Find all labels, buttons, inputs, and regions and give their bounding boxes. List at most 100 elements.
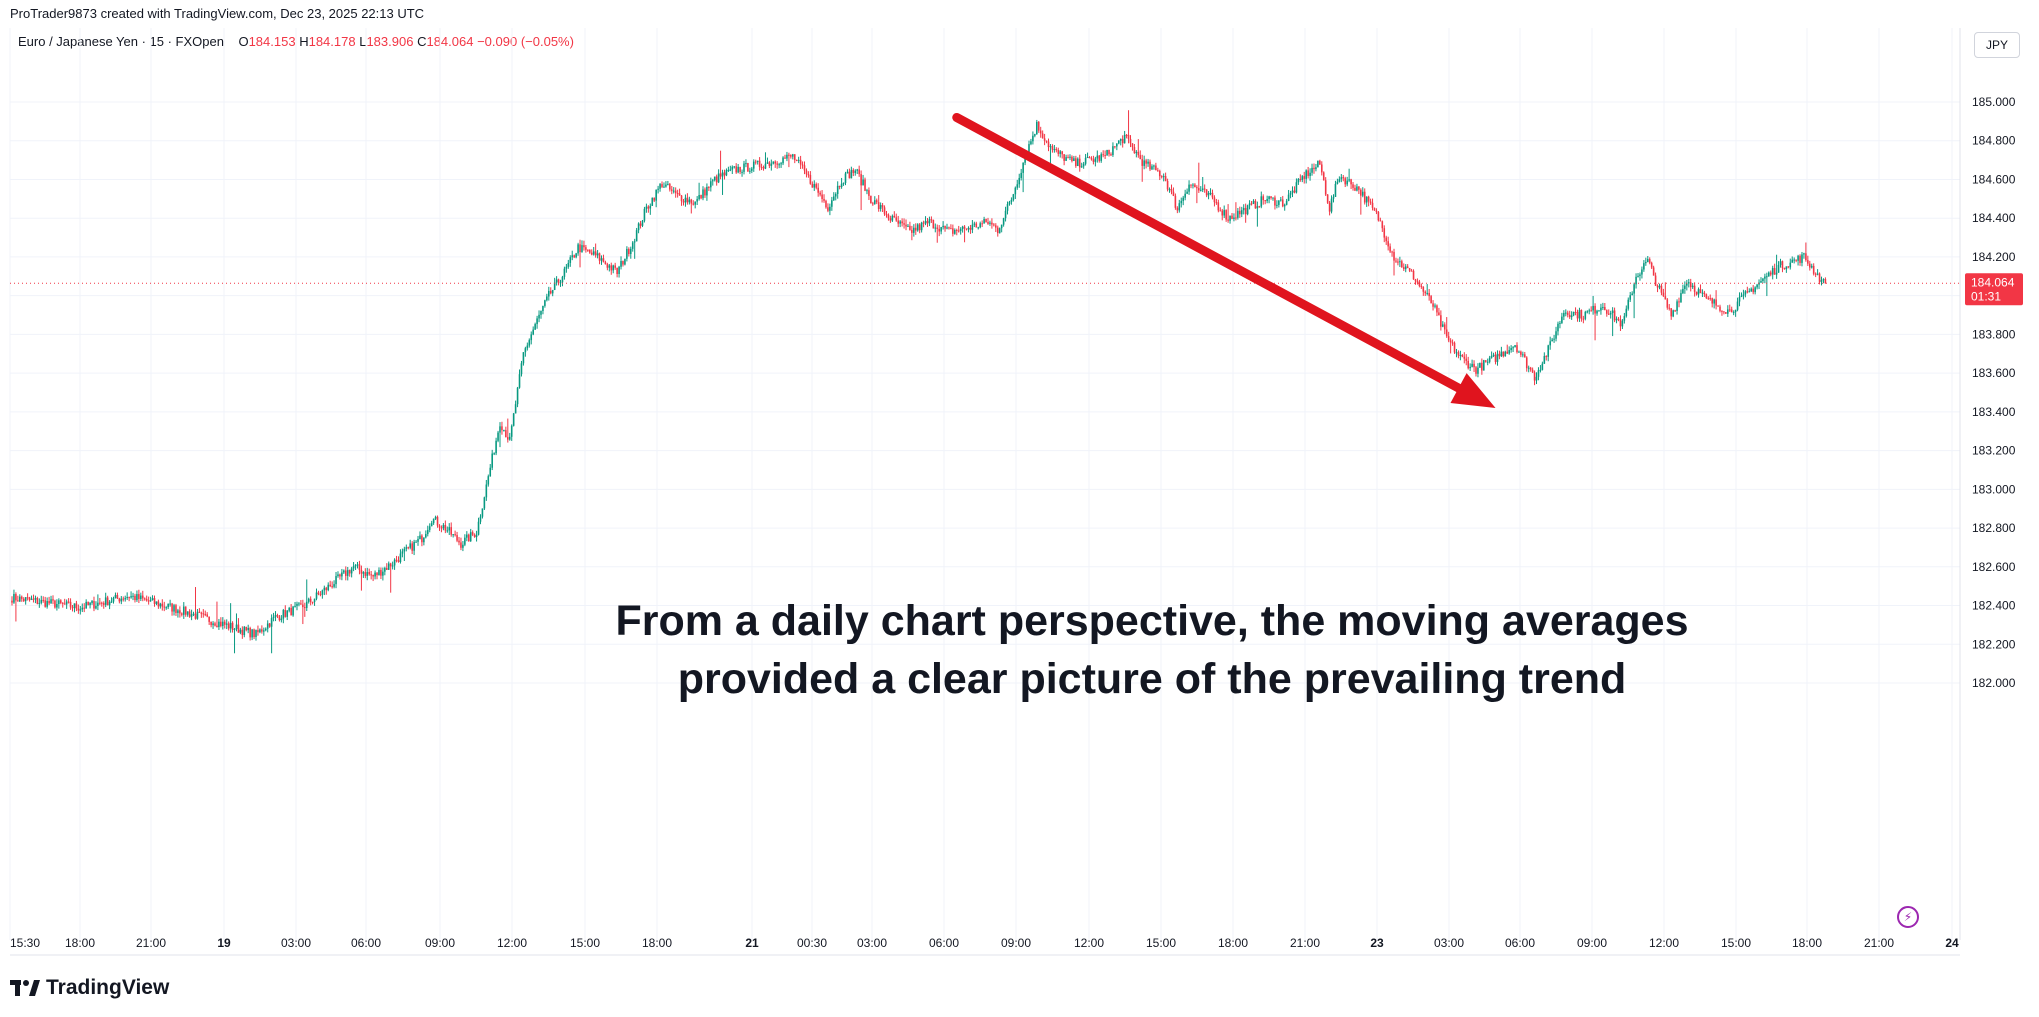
candle-body: [553, 282, 556, 290]
candle-body: [1631, 293, 1633, 296]
time-tick-label: 24: [1945, 936, 1959, 950]
candle-body: [1531, 369, 1534, 373]
candle-body: [1223, 210, 1225, 216]
candle-body: [1590, 310, 1592, 312]
candle-body: [1332, 196, 1335, 199]
candle-body: [684, 197, 687, 203]
candle-body: [58, 600, 60, 605]
candle-body: [1170, 189, 1173, 192]
candle-body: [1467, 360, 1469, 369]
candle-body: [1363, 191, 1366, 203]
candle-body: [1633, 284, 1635, 294]
candle-body: [63, 603, 66, 605]
candle-body: [1625, 308, 1628, 317]
candle-body: [339, 574, 341, 577]
symbol-legend[interactable]: Euro / Japanese Yen · 15 · FXOpen O184.1…: [18, 34, 574, 49]
countdown-label: 01:31: [1971, 289, 2001, 303]
candle-body: [1594, 305, 1596, 314]
candle-body: [719, 173, 722, 177]
candle-body: [190, 614, 193, 617]
time-tick-label: 06:00: [351, 936, 381, 950]
candle-body: [1812, 265, 1815, 274]
candle-body: [202, 613, 205, 615]
candle-body: [212, 623, 214, 626]
candle-body: [1010, 199, 1013, 202]
candle-body: [249, 628, 251, 638]
candle-body: [411, 543, 413, 551]
candle-body: [1188, 184, 1190, 192]
time-tick-label: 06:00: [1505, 936, 1535, 950]
candle-body: [1133, 147, 1136, 154]
candle-body: [243, 626, 246, 636]
candle-body: [450, 527, 452, 535]
candle-body: [1451, 342, 1454, 344]
candle-body: [1549, 341, 1551, 346]
candle-body: [1080, 166, 1083, 168]
candle-body: [565, 266, 568, 269]
candle-body: [993, 224, 995, 226]
current-price-badge: 184.064 01:31: [1965, 273, 2023, 306]
candle-body: [1104, 154, 1106, 156]
candle-body: [423, 537, 425, 543]
candle-body: [1643, 263, 1645, 270]
symbol-name[interactable]: Euro / Japanese Yen · 15 · FXOpen: [18, 34, 224, 49]
currency-button[interactable]: JPY: [1974, 32, 2020, 58]
candle-body: [1012, 194, 1015, 200]
candle-body: [1239, 210, 1241, 215]
time-tick-label: 15:00: [1721, 936, 1751, 950]
candle-body: [1319, 160, 1321, 165]
candle-body: [430, 523, 433, 527]
candle-body: [1250, 203, 1253, 205]
candle-body: [1725, 312, 1727, 314]
candle-body: [782, 157, 784, 164]
candle-body: [532, 329, 534, 335]
candle-body: [65, 601, 68, 605]
candle-body: [524, 348, 527, 353]
candle-body: [1432, 303, 1434, 307]
candle-body: [1340, 177, 1343, 180]
candle-body: [819, 192, 821, 195]
candle-body: [1293, 190, 1296, 193]
candle-body: [926, 220, 929, 224]
candle-body: [106, 597, 109, 606]
candle-body: [1248, 203, 1251, 206]
time-tick-label: 00:30: [797, 936, 827, 950]
candle-body: [1808, 263, 1811, 268]
candle-body: [844, 173, 847, 183]
candle-body: [795, 160, 798, 162]
candle-body: [811, 183, 814, 188]
candle-body: [1699, 289, 1702, 294]
candle-body: [1490, 355, 1493, 358]
candle-body: [996, 227, 999, 234]
candle-body: [952, 228, 954, 234]
candle-body: [846, 171, 849, 174]
candle-body: [653, 197, 656, 201]
candle-body: [1810, 265, 1813, 268]
candle-body: [620, 261, 622, 267]
candle-body: [143, 598, 146, 600]
candle-body: [456, 535, 458, 541]
candle-body: [380, 569, 382, 576]
candle-body: [485, 484, 488, 498]
candle-body: [1580, 309, 1583, 319]
candle-body: [551, 289, 554, 294]
candle-body: [61, 602, 64, 604]
candle-body: [901, 221, 903, 224]
candle-body: [1061, 151, 1063, 155]
price-tick-label: 183.800: [1972, 327, 2016, 341]
candle-body: [1803, 253, 1805, 255]
candle-body: [1779, 261, 1782, 265]
candle-body: [1533, 372, 1536, 381]
time-tick-label: 21: [745, 936, 759, 950]
candle-body: [942, 225, 944, 228]
time-tick-label: 03:00: [281, 936, 311, 950]
candle-body: [17, 600, 19, 602]
candle-body: [397, 560, 400, 563]
candle-body: [1506, 351, 1509, 354]
lightning-icon[interactable]: ⚡: [1897, 906, 1919, 928]
candle-body: [1781, 261, 1784, 269]
candle-body: [1637, 275, 1639, 277]
candle-body: [71, 607, 74, 609]
candle-body: [626, 248, 628, 259]
